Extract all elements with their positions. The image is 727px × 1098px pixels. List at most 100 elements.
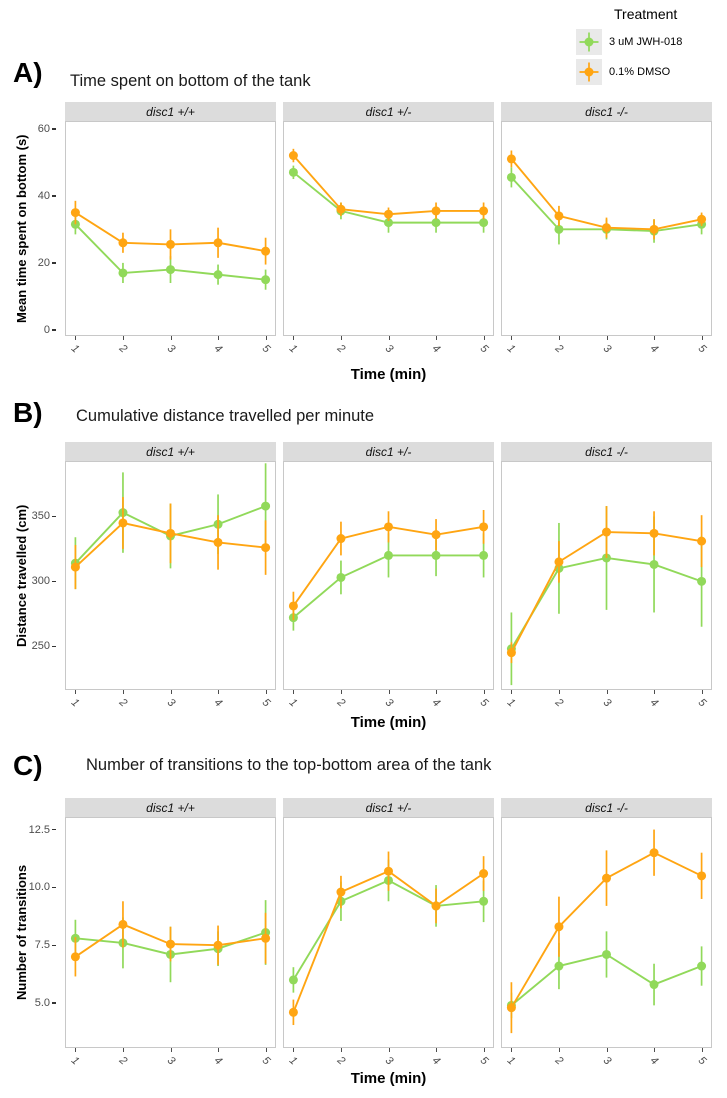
facet: disc1 -/- 1 2 3 4 5 bbox=[501, 102, 712, 368]
x-tick-mark bbox=[436, 1048, 438, 1052]
x-tick-label: 5 bbox=[259, 696, 272, 710]
x-tick-label: 5 bbox=[695, 696, 708, 710]
facet-strip-label: disc1 +/- bbox=[283, 798, 494, 817]
x-tick-mark bbox=[265, 690, 267, 694]
plot-area bbox=[283, 817, 494, 1048]
facet: disc1 +/- 1 2 3 4 5 bbox=[283, 798, 494, 1080]
x-tick-mark bbox=[293, 336, 295, 340]
x-tick-label: 2 bbox=[116, 696, 130, 710]
legend-key-icon bbox=[576, 29, 602, 55]
x-tick-mark bbox=[122, 336, 124, 340]
x-tick-label: 1 bbox=[69, 342, 82, 356]
x-tick-mark bbox=[558, 690, 560, 694]
panel-a-y-ticks: 0 20 40 60 bbox=[26, 122, 56, 337]
x-tick-label: 4 bbox=[647, 342, 661, 356]
y-tick-label: 300 bbox=[32, 574, 56, 588]
x-tick-mark bbox=[483, 1048, 485, 1052]
panel-b-label: B) bbox=[13, 397, 43, 428]
x-tick-label: 3 bbox=[164, 1054, 177, 1068]
x-tick-mark bbox=[701, 336, 703, 340]
y-tick-label: 40 bbox=[38, 189, 56, 203]
x-tick-label: 1 bbox=[505, 696, 518, 710]
x-ticks: 1 2 3 4 5 bbox=[65, 690, 276, 722]
plot-area bbox=[501, 461, 712, 690]
x-tick-label: 5 bbox=[259, 1054, 272, 1068]
x-tick-label: 2 bbox=[552, 696, 566, 710]
x-ticks: 1 2 3 4 5 bbox=[501, 1048, 712, 1080]
legend-item-label: 3 uM JWH-018 bbox=[609, 36, 683, 48]
x-tick-mark bbox=[170, 336, 172, 340]
x-tick-mark bbox=[558, 1048, 560, 1052]
legend: Treatment 3 uM JWH-018 0.1% DMSO bbox=[576, 6, 726, 89]
x-tick-label: 5 bbox=[695, 342, 708, 356]
plot-area bbox=[283, 461, 494, 690]
panel-c-label: C) bbox=[13, 750, 43, 781]
plot-area bbox=[283, 121, 494, 336]
x-tick-mark bbox=[436, 690, 438, 694]
x-ticks: 1 2 3 4 5 bbox=[65, 1048, 276, 1080]
x-tick-label: 4 bbox=[211, 696, 225, 710]
panel-c: C) Number of transitions to the top-bott… bbox=[0, 745, 727, 1098]
x-tick-mark bbox=[293, 1048, 295, 1052]
y-tick-label: 7.5 bbox=[35, 938, 56, 952]
x-tick-label: 2 bbox=[552, 1054, 566, 1068]
facet-plot bbox=[506, 150, 707, 245]
x-tick-mark bbox=[218, 690, 220, 694]
x-tick-label: 5 bbox=[695, 1054, 708, 1068]
x-tick-label: 5 bbox=[259, 342, 272, 356]
x-tick-label: 4 bbox=[429, 696, 443, 710]
y-tick-label: 0 bbox=[44, 323, 56, 337]
x-tick-mark bbox=[606, 690, 608, 694]
legend-item-jwh: 3 uM JWH-018 bbox=[576, 29, 726, 55]
x-tick-mark bbox=[340, 336, 342, 340]
panel-a-title: Time spent on bottom of the tank bbox=[70, 72, 311, 90]
x-tick-label: 2 bbox=[116, 342, 130, 356]
x-tick-mark bbox=[511, 336, 513, 340]
x-tick-mark bbox=[75, 336, 77, 340]
x-tick-label: 5 bbox=[477, 1054, 490, 1068]
x-tick-label: 3 bbox=[600, 1054, 613, 1068]
facet-strip-label: disc1 +/- bbox=[283, 102, 494, 121]
y-tick-label: 250 bbox=[32, 639, 56, 653]
x-tick-label: 1 bbox=[69, 696, 82, 710]
x-tick-label: 4 bbox=[647, 1054, 661, 1068]
x-tick-mark bbox=[340, 690, 342, 694]
facet-plot bbox=[288, 851, 489, 1026]
x-tick-mark bbox=[170, 690, 172, 694]
x-tick-label: 1 bbox=[505, 342, 518, 356]
panel-b-facet-grid: disc1 +/+ 1 2 3 4 5 disc1 +/- 1 2 3 4 5 disc1 -/… bbox=[65, 442, 712, 722]
x-tick-label: 1 bbox=[505, 1054, 518, 1068]
x-tick-mark bbox=[558, 336, 560, 340]
x-tick-mark bbox=[75, 690, 77, 694]
x-tick-label: 3 bbox=[600, 696, 613, 710]
x-tick-label: 4 bbox=[647, 696, 661, 710]
x-tick-label: 4 bbox=[429, 1054, 443, 1068]
panel-b-title: Cumulative distance travelled per minute bbox=[76, 407, 375, 425]
panel-a-facet-grid: disc1 +/+ 1 2 3 4 5 disc1 +/- 1 2 3 4 5 disc1 -/… bbox=[65, 102, 712, 368]
facet-plot bbox=[288, 148, 489, 233]
x-tick-label: 2 bbox=[552, 342, 566, 356]
panel-a-label: A) bbox=[13, 57, 43, 88]
x-tick-label: 3 bbox=[164, 696, 177, 710]
x-tick-label: 2 bbox=[116, 1054, 130, 1068]
panel-b-y-ticks: 250 300 350 bbox=[26, 462, 56, 689]
facet-strip-label: disc1 +/+ bbox=[65, 442, 276, 461]
x-tick-mark bbox=[293, 690, 295, 694]
facet-plot bbox=[288, 509, 489, 631]
x-tick-label: 4 bbox=[211, 342, 225, 356]
y-tick-label: 350 bbox=[32, 509, 56, 523]
x-tick-label: 5 bbox=[477, 342, 490, 356]
x-tick-mark bbox=[388, 1048, 390, 1052]
x-tick-mark bbox=[654, 690, 656, 694]
x-tick-label: 3 bbox=[164, 342, 177, 356]
panel-b-x-axis-title: Time (min) bbox=[350, 714, 427, 731]
facet-plot bbox=[506, 829, 707, 1034]
x-ticks: 1 2 3 4 5 bbox=[501, 336, 712, 368]
panel-c-y-ticks: 5.0 7.5 10.0 12.5 bbox=[26, 818, 56, 1047]
x-ticks: 1 2 3 4 5 bbox=[283, 336, 494, 368]
x-tick-mark bbox=[388, 690, 390, 694]
x-tick-label: 4 bbox=[429, 342, 443, 356]
x-tick-mark bbox=[340, 1048, 342, 1052]
x-tick-mark bbox=[511, 690, 513, 694]
